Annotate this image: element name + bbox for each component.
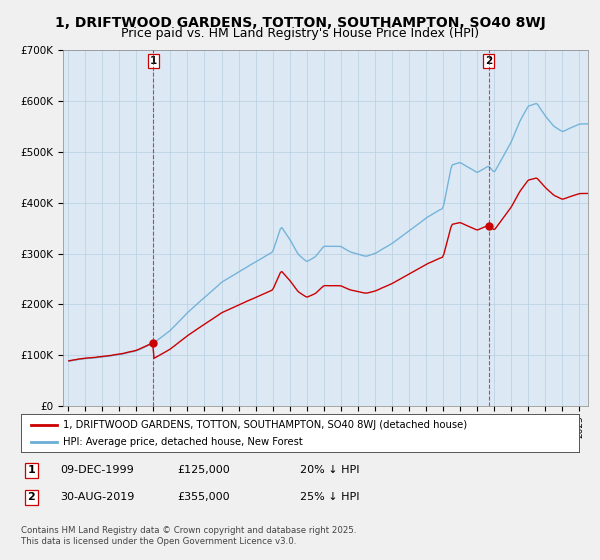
Text: 1, DRIFTWOOD GARDENS, TOTTON, SOUTHAMPTON, SO40 8WJ (detached house): 1, DRIFTWOOD GARDENS, TOTTON, SOUTHAMPTO…	[63, 419, 467, 430]
Text: 20% ↓ HPI: 20% ↓ HPI	[300, 465, 359, 475]
Text: 2: 2	[28, 492, 35, 502]
Text: 09-DEC-1999: 09-DEC-1999	[60, 465, 134, 475]
Text: HPI: Average price, detached house, New Forest: HPI: Average price, detached house, New …	[63, 437, 302, 447]
Text: £125,000: £125,000	[177, 465, 230, 475]
Text: 1: 1	[28, 465, 35, 475]
Text: £355,000: £355,000	[177, 492, 230, 502]
Text: 1: 1	[150, 56, 157, 66]
Text: 30-AUG-2019: 30-AUG-2019	[60, 492, 134, 502]
Text: 25% ↓ HPI: 25% ↓ HPI	[300, 492, 359, 502]
Text: 1, DRIFTWOOD GARDENS, TOTTON, SOUTHAMPTON, SO40 8WJ: 1, DRIFTWOOD GARDENS, TOTTON, SOUTHAMPTO…	[55, 16, 545, 30]
Text: 2: 2	[485, 56, 492, 66]
Text: Contains HM Land Registry data © Crown copyright and database right 2025.
This d: Contains HM Land Registry data © Crown c…	[21, 526, 356, 546]
Text: Price paid vs. HM Land Registry's House Price Index (HPI): Price paid vs. HM Land Registry's House …	[121, 27, 479, 40]
